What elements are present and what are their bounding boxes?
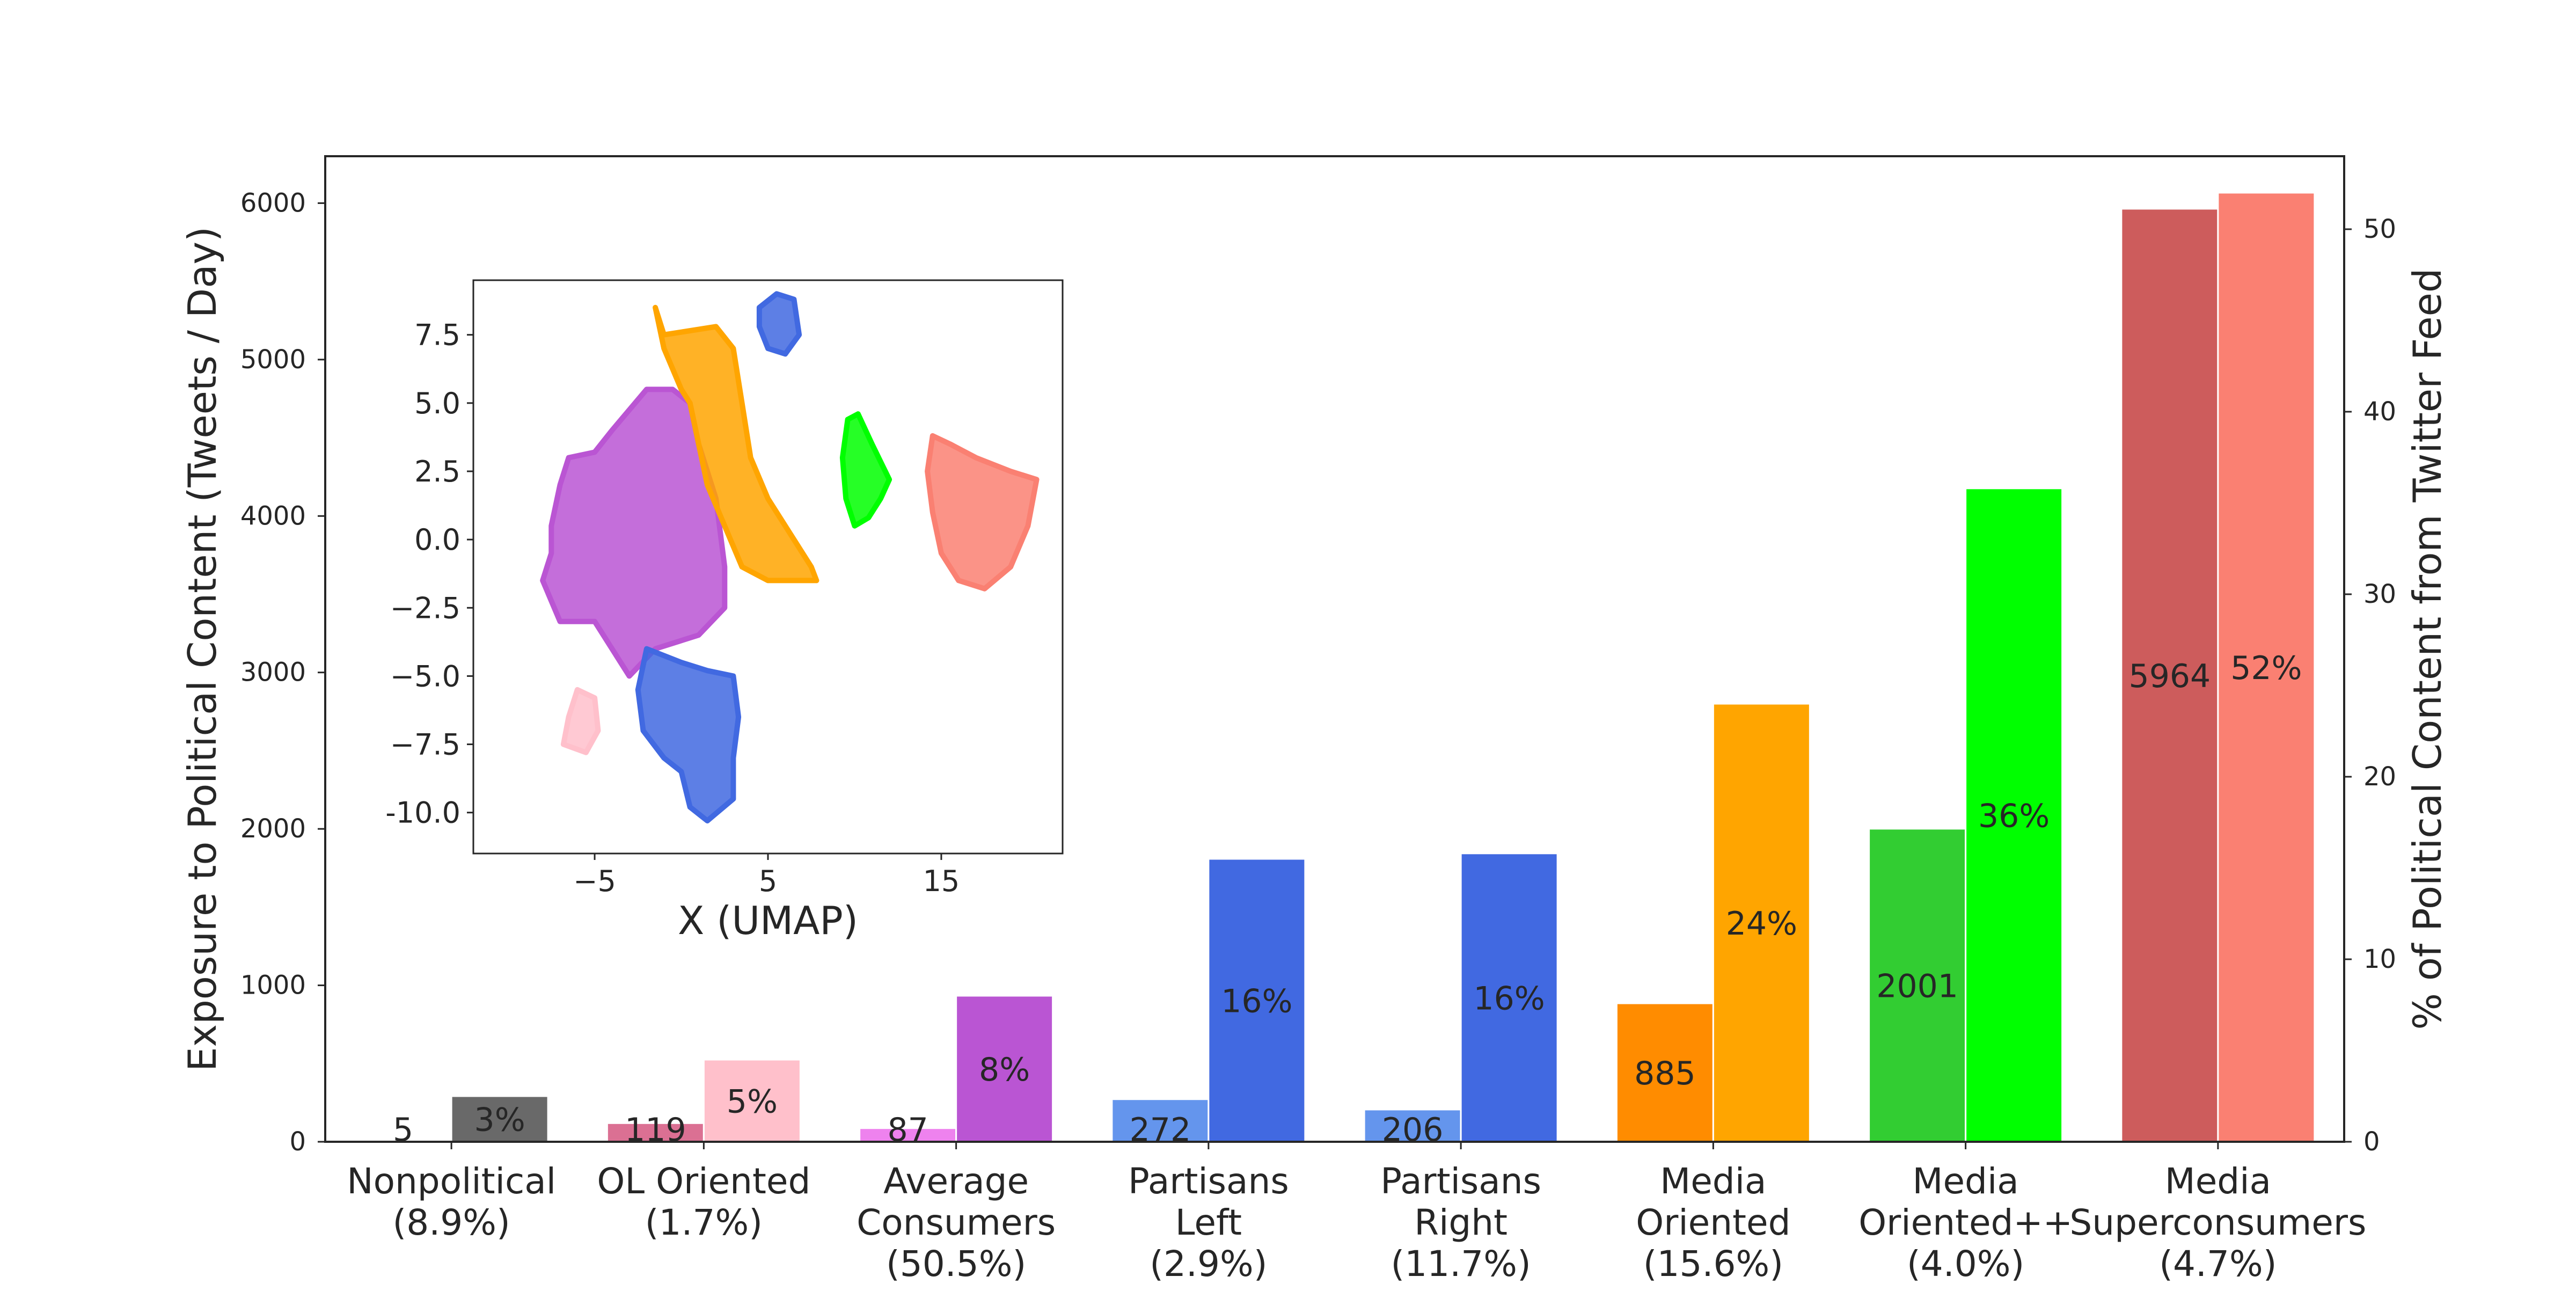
- inset-y-tick-label-2: 2.5: [414, 455, 460, 488]
- bar-percent-6: [1965, 487, 2063, 1143]
- x-tick-label-2: Average Consumers (50.5%): [857, 1161, 1056, 1285]
- x-tick-label-5: Media Oriented (15.6%): [1636, 1161, 1790, 1285]
- bar-label-exposure-2: 87: [887, 1111, 928, 1149]
- y-tick-label-2: 2000: [240, 814, 306, 844]
- inset-x-tick-label-1: 5: [759, 864, 777, 898]
- y2-axis-title: % of Political Content from Twitter Feed: [2405, 268, 2450, 1030]
- bar-label-exposure-6: 2001: [1876, 967, 1958, 1005]
- y2-tick-label-5: 50: [2363, 214, 2396, 244]
- inset-y-tick-label-3: 0.0: [414, 523, 460, 557]
- y-axis-title: Exposure to Political Content (Tweets / …: [180, 227, 225, 1071]
- y-tick-label-3: 3000: [240, 658, 306, 688]
- y2-tick-label-3: 30: [2363, 579, 2396, 609]
- x-tick-label-6: Media Oriented++ (4.0%): [1858, 1161, 2073, 1285]
- bar-label-percent-7: 52%: [2230, 650, 2302, 687]
- umap-cluster-6: [560, 687, 601, 755]
- bar-label-exposure-3: 272: [1130, 1111, 1191, 1149]
- inset-x-axis-title: X (UMAP): [678, 898, 858, 943]
- bar-percent-3: [1208, 858, 1306, 1143]
- y-tick-label-5: 5000: [240, 345, 306, 375]
- bar-percent-2: [955, 995, 1054, 1143]
- bar-exposure-6: [1868, 828, 1967, 1143]
- y-tick-label-1: 1000: [240, 971, 306, 1001]
- bar-percent-1: [702, 1059, 801, 1143]
- y2-tick-label-2: 20: [2363, 762, 2396, 792]
- bar-exposure-7: [2120, 208, 2219, 1143]
- bar-percent-4: [1460, 852, 1558, 1143]
- inset-y-tick-label-6: −7.5: [390, 728, 460, 762]
- bar-percent-0: [450, 1095, 549, 1143]
- bar-label-exposure-5: 885: [1634, 1055, 1696, 1092]
- y-tick-label-6: 6000: [240, 188, 306, 218]
- x-tick-label-4: Partisans Right (11.7%): [1380, 1161, 1541, 1285]
- y-tick-label-0: 0: [289, 1127, 306, 1157]
- inset-y-tick-label-0: 7.5: [414, 318, 460, 352]
- bar-exposure-5: [1615, 1002, 1714, 1143]
- y2-tick-label-1: 10: [2363, 944, 2396, 974]
- bar-percent-5: [1712, 703, 1811, 1143]
- umap-cluster-0: [540, 386, 728, 679]
- y-tick-label-4: 4000: [240, 501, 306, 531]
- bar-label-percent-1: 5%: [727, 1083, 778, 1121]
- x-tick-label-7: Media Superconsumers (4.7%): [2069, 1161, 2366, 1285]
- bar-label-percent-4: 16%: [1473, 980, 1545, 1017]
- umap-cluster-5: [635, 646, 742, 823]
- bar-label-percent-2: 8%: [979, 1051, 1030, 1089]
- bar-label-percent-0: 3%: [474, 1102, 525, 1139]
- inset-y-tick-label-4: −2.5: [390, 591, 460, 625]
- bar-label-percent-3: 16%: [1221, 983, 1292, 1020]
- x-tick-label-0: Nonpolitical (8.9%): [347, 1161, 556, 1243]
- inset-x-tick-label-0: −5: [573, 864, 616, 898]
- bar-label-exposure-1: 119: [625, 1111, 686, 1149]
- umap-cluster-4: [925, 433, 1040, 592]
- bar-label-exposure-4: 206: [1382, 1111, 1444, 1149]
- bar-exposure-4: [1363, 1108, 1462, 1143]
- x-tick-label-3: Partisans Left (2.9%): [1128, 1161, 1289, 1285]
- inset-y-tick-label-1: 5.0: [414, 386, 460, 420]
- plot-frame: [324, 155, 2345, 1143]
- inset-y-tick-label-5: −5.0: [390, 659, 460, 693]
- inset-y-tick-label-7: -10.0: [385, 796, 460, 830]
- inset-x-tick-label-2: 15: [923, 864, 960, 898]
- bar-label-exposure-7: 5964: [2129, 658, 2211, 695]
- bar-label-percent-5: 24%: [1726, 905, 1797, 943]
- bar-label-exposure-0: 5: [393, 1111, 413, 1149]
- umap-cluster-1: [653, 304, 819, 583]
- y2-tick-label-4: 40: [2363, 397, 2396, 427]
- bar-percent-7: [2217, 192, 2316, 1143]
- x-tick-label-1: OL Oriented (1.7%): [597, 1161, 810, 1243]
- umap-cluster-2: [756, 291, 802, 357]
- y2-tick-label-0: 0: [2363, 1127, 2380, 1157]
- umap-cluster-3: [839, 411, 892, 529]
- bar-label-percent-6: 36%: [1978, 797, 2050, 835]
